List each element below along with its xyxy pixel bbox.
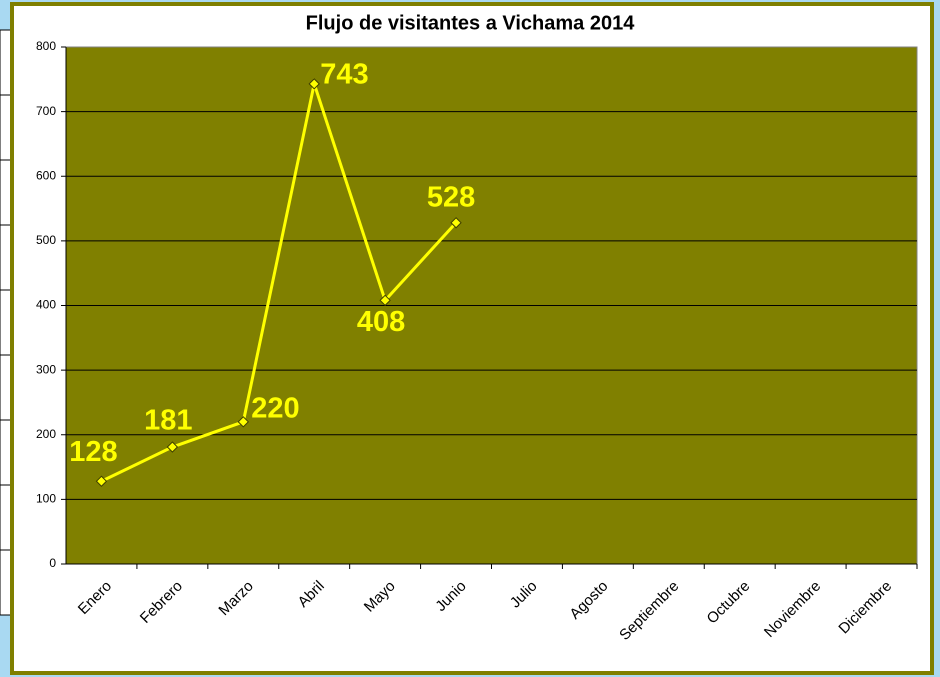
- series-line: [100, 78, 458, 483]
- marker: [379, 294, 391, 307]
- data-label: 128: [69, 436, 117, 468]
- y-tick-label: 0: [49, 556, 56, 570]
- y-tick-label: 600: [36, 168, 56, 182]
- marker: [166, 441, 179, 453]
- y-tick-label: 100: [36, 492, 56, 506]
- y-tick-label: 200: [36, 427, 56, 441]
- marker: [450, 217, 462, 229]
- data-label: 408: [357, 306, 405, 338]
- y-tick-label: 400: [36, 298, 56, 312]
- y-tick-label: 800: [36, 39, 56, 53]
- marker: [237, 416, 249, 428]
- marker: [95, 475, 108, 487]
- y-tick-label: 700: [36, 104, 56, 118]
- data-label: 220: [251, 392, 299, 424]
- chart-title: Flujo de visitantes a Vichama 2014: [306, 12, 636, 34]
- data-label: 181: [144, 405, 192, 437]
- y-tick-label: 500: [36, 233, 56, 247]
- data-label: 743: [320, 58, 368, 90]
- y-tick-label: 300: [36, 362, 56, 376]
- data-label: 528: [427, 181, 475, 213]
- marker: [308, 78, 320, 90]
